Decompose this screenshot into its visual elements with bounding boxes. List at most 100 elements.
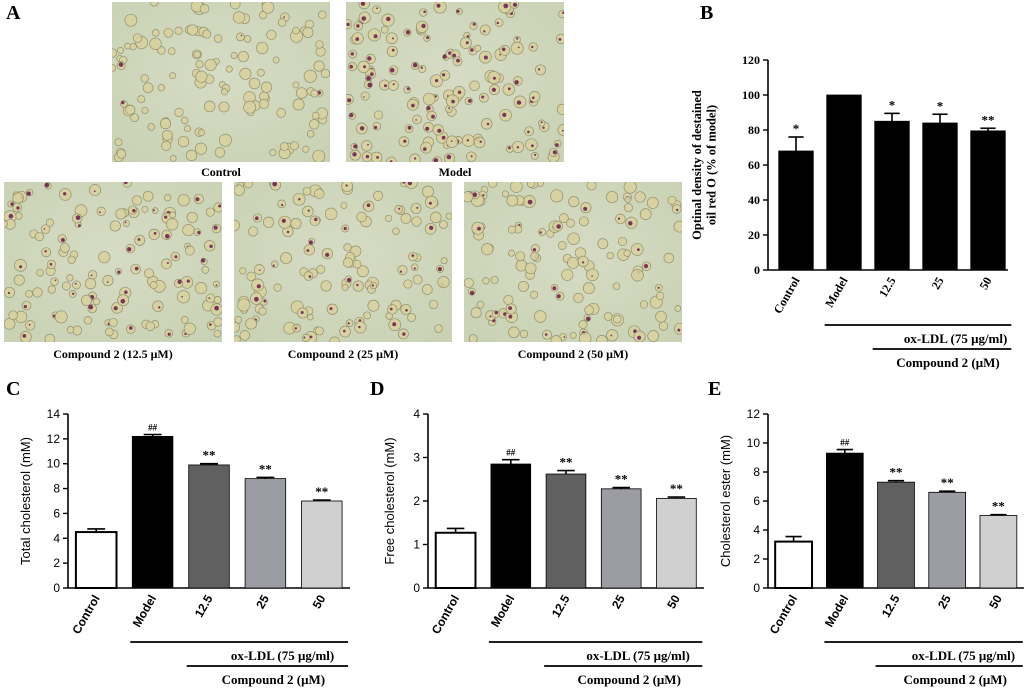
cell [487, 182, 498, 188]
bar [874, 120, 910, 271]
lipid-droplet [63, 192, 67, 196]
y-tick-label: 0 [413, 581, 420, 595]
cell [315, 326, 324, 336]
cell [481, 243, 494, 256]
cell [507, 225, 516, 234]
cell [558, 213, 569, 224]
cell [234, 335, 241, 342]
cell [245, 317, 257, 330]
lipid-droplet [470, 155, 473, 158]
cell [341, 182, 354, 193]
y-axis-label: Total cholesterol (mM) [18, 437, 33, 565]
cell [515, 251, 526, 262]
lipid-droplet [374, 125, 378, 130]
cell [301, 333, 310, 342]
lipid-droplet [254, 296, 259, 302]
cell [290, 218, 302, 230]
lipid-droplet [399, 270, 403, 273]
cell [213, 34, 223, 43]
cell [639, 300, 649, 309]
x-tick-label: 25 [609, 592, 628, 611]
lipid-droplet [392, 322, 397, 327]
lipid-droplet [209, 244, 213, 248]
cell [474, 44, 482, 52]
lipid-droplet [468, 99, 472, 103]
x-tick-label: 12.5 [549, 592, 573, 620]
lipid-droplet [407, 182, 412, 186]
cell [535, 64, 546, 76]
significance-label: ** [890, 465, 903, 480]
lipid-droplet [343, 329, 346, 333]
lipid-droplet [366, 203, 371, 207]
lipid-droplet [542, 126, 545, 129]
cell [490, 275, 499, 285]
lipid-droplet [355, 37, 360, 41]
cell [92, 297, 101, 306]
y-tick-label: 14 [47, 407, 61, 421]
cell [380, 25, 389, 34]
lipid-droplet [415, 119, 417, 121]
compound-label: Compound 2 (μM) [222, 672, 325, 687]
lipid-droplet [386, 16, 391, 22]
panel-letter-e: E [708, 378, 722, 400]
cell [586, 268, 599, 282]
lipid-droplet [165, 234, 170, 239]
y-axis-label: Free cholesterol (mM) [382, 437, 397, 564]
cell [623, 203, 633, 213]
cell [125, 104, 136, 115]
lipid-droplet [389, 67, 395, 73]
lipid-droplet [516, 37, 519, 40]
cell [260, 81, 273, 93]
y-tick-label: 80 [748, 123, 760, 137]
cell [422, 92, 436, 106]
lipid-droplet [78, 224, 81, 227]
cell [98, 251, 111, 264]
cell [130, 113, 139, 123]
cell [205, 293, 216, 304]
x-tick-label: Model [488, 593, 517, 630]
cell [313, 60, 325, 72]
treatment-label: ox-LDL (75 μg/ml) [912, 648, 1015, 663]
lipid-droplet [376, 156, 379, 159]
x-tick-label: 25 [928, 275, 946, 292]
micrograph-image [234, 182, 452, 342]
lipid-droplet [72, 292, 75, 295]
cell [403, 279, 413, 289]
lipid-droplet [534, 153, 537, 156]
lipid-droplet [398, 207, 401, 210]
cell [302, 186, 312, 196]
cell [232, 11, 246, 24]
cell [195, 282, 208, 295]
cell [66, 274, 74, 282]
lipid-droplet [272, 182, 278, 187]
lipid-droplet [483, 55, 488, 60]
lipid-droplet [392, 83, 395, 86]
cell [218, 133, 232, 147]
cell [234, 316, 243, 324]
cell [280, 252, 293, 265]
lipid-droplet [127, 247, 132, 252]
cell [624, 196, 632, 203]
cell [603, 312, 613, 321]
lipid-droplet [8, 213, 14, 219]
y-tick-label: 60 [748, 158, 760, 172]
lipid-droplet [637, 335, 642, 340]
cell [169, 155, 177, 162]
significance-label: ** [615, 472, 628, 487]
cell [324, 207, 338, 221]
cell [557, 241, 567, 250]
cell [112, 48, 118, 58]
lipid-droplet [373, 34, 378, 39]
cell [145, 321, 156, 331]
cell [47, 285, 56, 294]
lipid-droplet [259, 269, 261, 271]
lipid-droplet [214, 305, 220, 311]
lipid-droplet [531, 144, 534, 148]
lipid-droplet [286, 230, 290, 234]
cell [612, 282, 621, 291]
significance-label: * [937, 98, 944, 113]
cell [582, 282, 595, 295]
cell [320, 68, 330, 79]
lipid-droplet [405, 309, 408, 312]
micrograph-control [112, 2, 330, 162]
